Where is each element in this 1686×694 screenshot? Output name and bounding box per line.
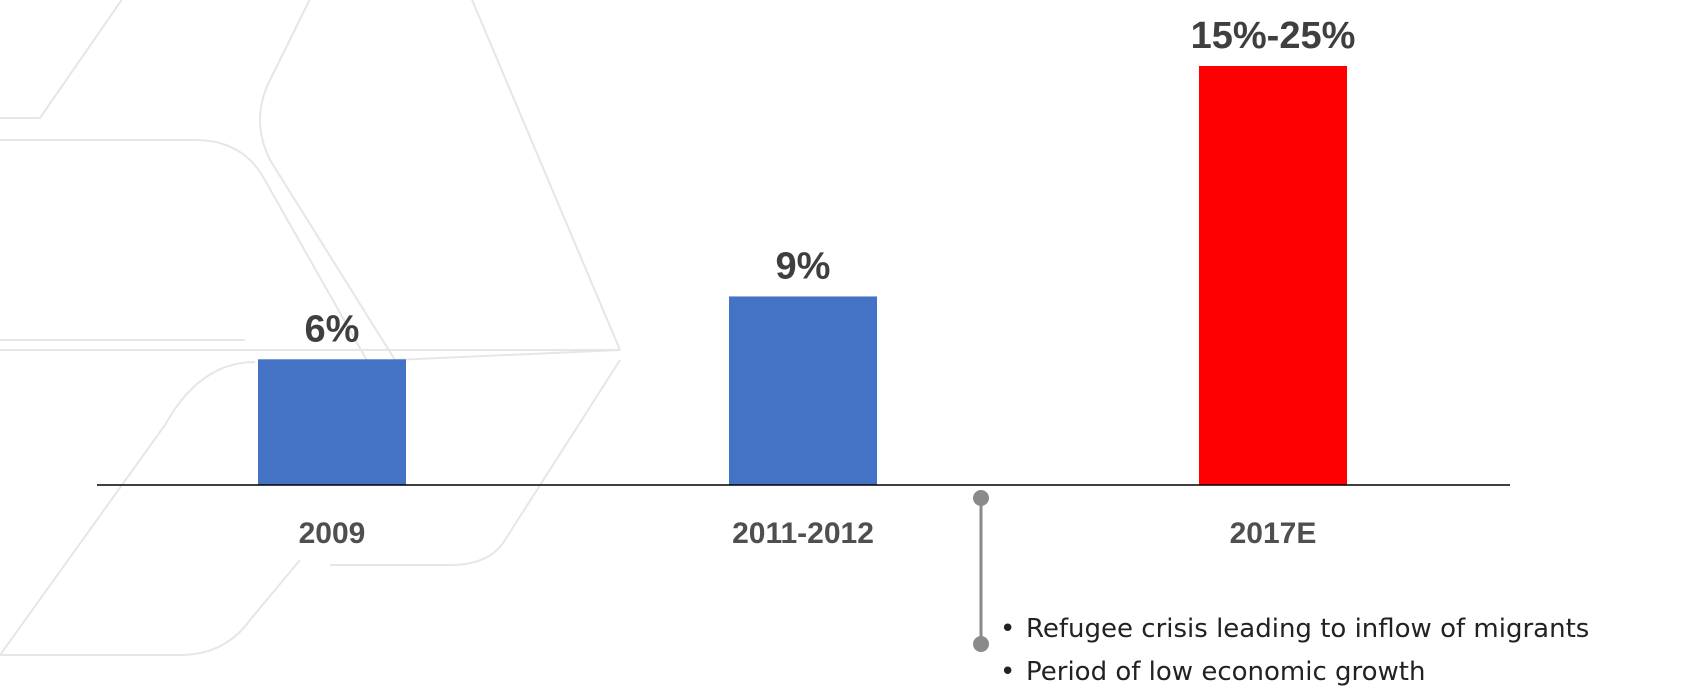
- data-label-2017e: 15%-25%: [1191, 15, 1356, 57]
- category-label-2009: 2009: [299, 517, 366, 550]
- bar-2009: [258, 359, 406, 485]
- bar-2017e: [1199, 66, 1347, 485]
- data-label-2011-2012: 9%: [776, 245, 831, 287]
- data-label-2009: 6%: [305, 308, 360, 350]
- category-label-2011-2012: 2011-2012: [732, 517, 874, 550]
- connector-top-dot: [973, 490, 989, 506]
- annotation-bullets: Refugee crisis leading to inflow of migr…: [1000, 608, 1589, 694]
- bar-2011-2012: [729, 296, 877, 485]
- category-label-2017e: 2017E: [1230, 517, 1317, 550]
- background-watermark: [0, 0, 621, 656]
- annotation-bullet: Period of low economic growth: [1000, 651, 1589, 694]
- annotation-connector: [973, 490, 989, 652]
- connector-bottom-dot: [973, 636, 989, 652]
- annotation-bullet: Refugee crisis leading to inflow of migr…: [1000, 608, 1589, 651]
